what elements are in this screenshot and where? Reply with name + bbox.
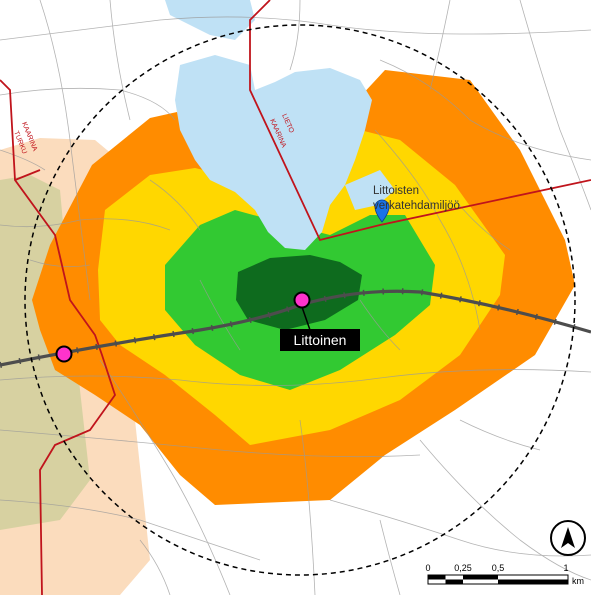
poi-label-line1: Littoisten	[373, 185, 419, 197]
radius-circle	[24, 24, 576, 576]
north-arrow-icon	[550, 520, 586, 556]
poi-marker[interactable]	[374, 199, 390, 223]
scalebar-tick-05: 0,5	[492, 563, 505, 573]
station-west[interactable]	[55, 345, 73, 363]
scalebar-unit: km	[572, 576, 584, 586]
scalebar-tick-0: 0	[425, 563, 430, 573]
scalebar-tick-1: 1	[563, 563, 568, 573]
station-littoinen[interactable]	[293, 291, 311, 309]
poi-label-line2: verkatehdamiljöö	[373, 200, 460, 212]
scalebar: 0 0,25 0,5 1 km	[425, 563, 584, 586]
turku-green-area	[0, 175, 90, 530]
lake-north-lobe	[165, 0, 255, 40]
lake	[175, 55, 372, 250]
station-label-leader	[301, 306, 311, 331]
scalebar-tick-025: 0,25	[454, 563, 472, 573]
station-label: Littoinen	[294, 332, 347, 348]
station-label-box	[280, 329, 360, 351]
